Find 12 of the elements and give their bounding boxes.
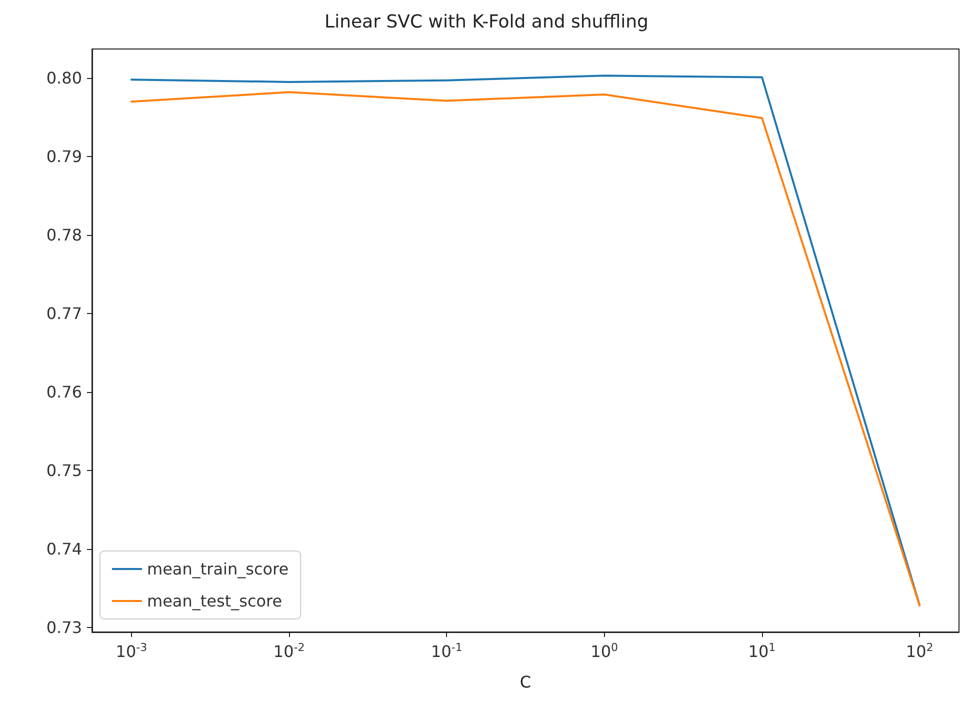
y-tick-label: 0.73	[46, 618, 82, 637]
y-tick-label: 0.77	[46, 304, 82, 323]
y-tick-label: 0.79	[46, 147, 82, 166]
y-tick-label: 0.75	[46, 460, 82, 480]
y-tick-label: 0.78	[46, 225, 82, 244]
legend-label: mean_test_score	[147, 592, 282, 610]
legend-label: mean_train_score	[147, 560, 289, 578]
y-tick-label: 0.74	[46, 539, 82, 558]
chart-title: Linear SVC with K-Fold and shuffling	[324, 12, 648, 32]
y-tick-label: 0.76	[46, 382, 82, 402]
x-axis-title: C	[520, 672, 532, 692]
y-tick-label: 0.80	[46, 68, 82, 88]
